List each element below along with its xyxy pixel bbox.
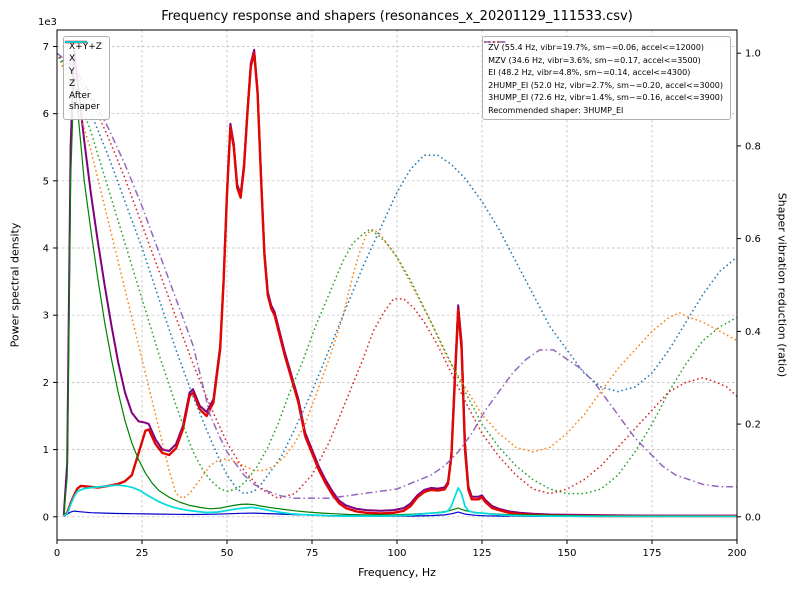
x-tick-label: 75 <box>306 548 319 559</box>
legend-label-x: X <box>69 54 76 65</box>
y-left-tick-label: 3 <box>43 311 49 322</box>
legend-entry-ei: EI (48.2 Hz, vibr=4.8%, sm~=0.14, accel<… <box>484 41 723 79</box>
legend-psd: X+Y+Z X Y Z After shaper <box>63 36 110 120</box>
axis-offset-label: 1e3 <box>38 17 57 28</box>
y-left-tick-label: 6 <box>43 109 49 120</box>
series-mzv <box>57 52 737 500</box>
axes <box>53 29 741 544</box>
legend-label-ei: EI (48.2 Hz, vibr=4.8%, sm~=0.14, accel<… <box>488 68 691 78</box>
y-right-tick-label: 0.2 <box>745 420 761 431</box>
legend-entry-z: Z <box>65 41 102 90</box>
x-tick-label: 25 <box>136 548 149 559</box>
legend-label-2hump_ei: 2HUMP_EI (52.0 Hz, vibr=2.7%, sm~=0.20, … <box>488 80 723 90</box>
legend-label-zv: ZV (55.4 Hz, vibr=19.7%, sm~=0.06, accel… <box>488 43 705 52</box>
x-tick-label: 175 <box>642 548 661 559</box>
y-left-tick-label: 4 <box>43 244 49 255</box>
legend-entry-3hump_ei: 3HUMP_EI (72.6 Hz, vibr=1.4%, sm~=0.16, … <box>484 41 723 104</box>
x-tick-label: 100 <box>387 548 406 559</box>
y-right-tick-label: 0.6 <box>745 234 761 245</box>
x-axis-label: Frequency, Hz <box>358 566 436 579</box>
legend-entry-y: Y <box>65 41 102 78</box>
legend-entry-after-shaper: After shaper <box>65 41 102 114</box>
y-right-tick-label: 0.8 <box>745 141 761 152</box>
legend-label-after-shaper: After shaper <box>69 91 100 113</box>
legend-entry-mzv: MZV (34.6 Hz, vibr=3.6%, sm~=0.17, accel… <box>484 41 723 67</box>
y-left-tick-label: 1 <box>43 445 49 456</box>
y-axis-label-right: Shaper vibration reduction (ratio) <box>775 192 789 378</box>
legend-entry-zv: ZV (55.4 Hz, vibr=19.7%, sm~=0.06, accel… <box>484 41 723 54</box>
y-left-tick-label: 2 <box>43 378 49 389</box>
legend-sample-dashdot-line <box>484 41 507 43</box>
legend-entry-x: X <box>65 40 102 65</box>
x-tick-label: 150 <box>557 548 576 559</box>
recommended-shaper-note: Recommended shaper: 3HUMP_EI <box>488 105 624 115</box>
legend-label-z: Z <box>69 78 76 89</box>
series-after-shaper <box>63 484 737 518</box>
chart-title: Frequency response and shapers (resonanc… <box>161 9 633 24</box>
legend-label-mzv: MZV (34.6 Hz, vibr=3.6%, sm~=0.17, accel… <box>488 55 701 65</box>
legend-entry-2hump_ei: 2HUMP_EI (52.0 Hz, vibr=2.7%, sm~=0.20, … <box>484 41 723 92</box>
series-2hump_ei <box>57 52 737 500</box>
x-tick-label: 0 <box>54 548 60 559</box>
y-right-tick-label: 0.4 <box>745 327 761 338</box>
x-tick-label: 200 <box>727 548 746 559</box>
series-group <box>57 48 737 518</box>
y-left-tick-label: 5 <box>43 176 49 187</box>
x-tick-label: 50 <box>221 548 234 559</box>
legend-sample-solid-line <box>65 41 87 43</box>
x-tick-label: 125 <box>472 548 491 559</box>
legend-label-x+y+z: X+Y+Z <box>69 42 102 52</box>
series-ei <box>57 52 737 495</box>
y-axis-label-left: Power spectral density <box>8 222 22 348</box>
legend-label-y: Y <box>69 66 75 77</box>
legend-label-3hump_ei: 3HUMP_EI (72.6 Hz, vibr=1.4%, sm~=0.16, … <box>488 93 723 103</box>
legend-shapers: ZV (55.4 Hz, vibr=19.7%, sm~=0.06, accel… <box>482 36 731 120</box>
series-zv <box>57 52 737 495</box>
y-right-tick-label: 1.0 <box>745 49 761 60</box>
series-3hump_ei <box>57 52 737 500</box>
y-left-tick-label: 7 <box>43 42 49 53</box>
y-left-tick-label: 0 <box>43 512 49 523</box>
series-y <box>63 76 737 517</box>
series-x <box>62 52 737 518</box>
y-right-tick-label: 0.0 <box>745 512 761 523</box>
